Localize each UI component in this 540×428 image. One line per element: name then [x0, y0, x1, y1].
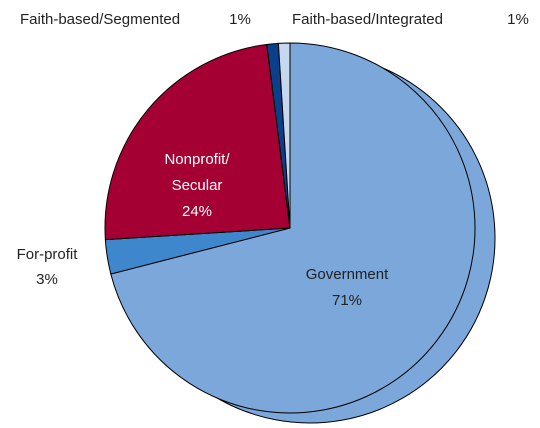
value-label: 1%: [507, 11, 529, 28]
slice-label: Faith-based/Integrated: [292, 11, 443, 28]
slice-label: Nonprofit/Secular: [164, 151, 230, 194]
slice: [104, 43, 291, 241]
slice-label: For-profit: [17, 246, 79, 263]
value-label: 24%: [182, 203, 212, 220]
slice: [277, 42, 291, 229]
slice: [110, 42, 476, 414]
value-label: 71%: [332, 292, 362, 309]
slice-label: Faith-based/Segmented: [20, 11, 180, 28]
slice-label: Government: [306, 266, 389, 283]
value-label: 1%: [229, 11, 251, 28]
value-label: 3%: [36, 271, 58, 288]
